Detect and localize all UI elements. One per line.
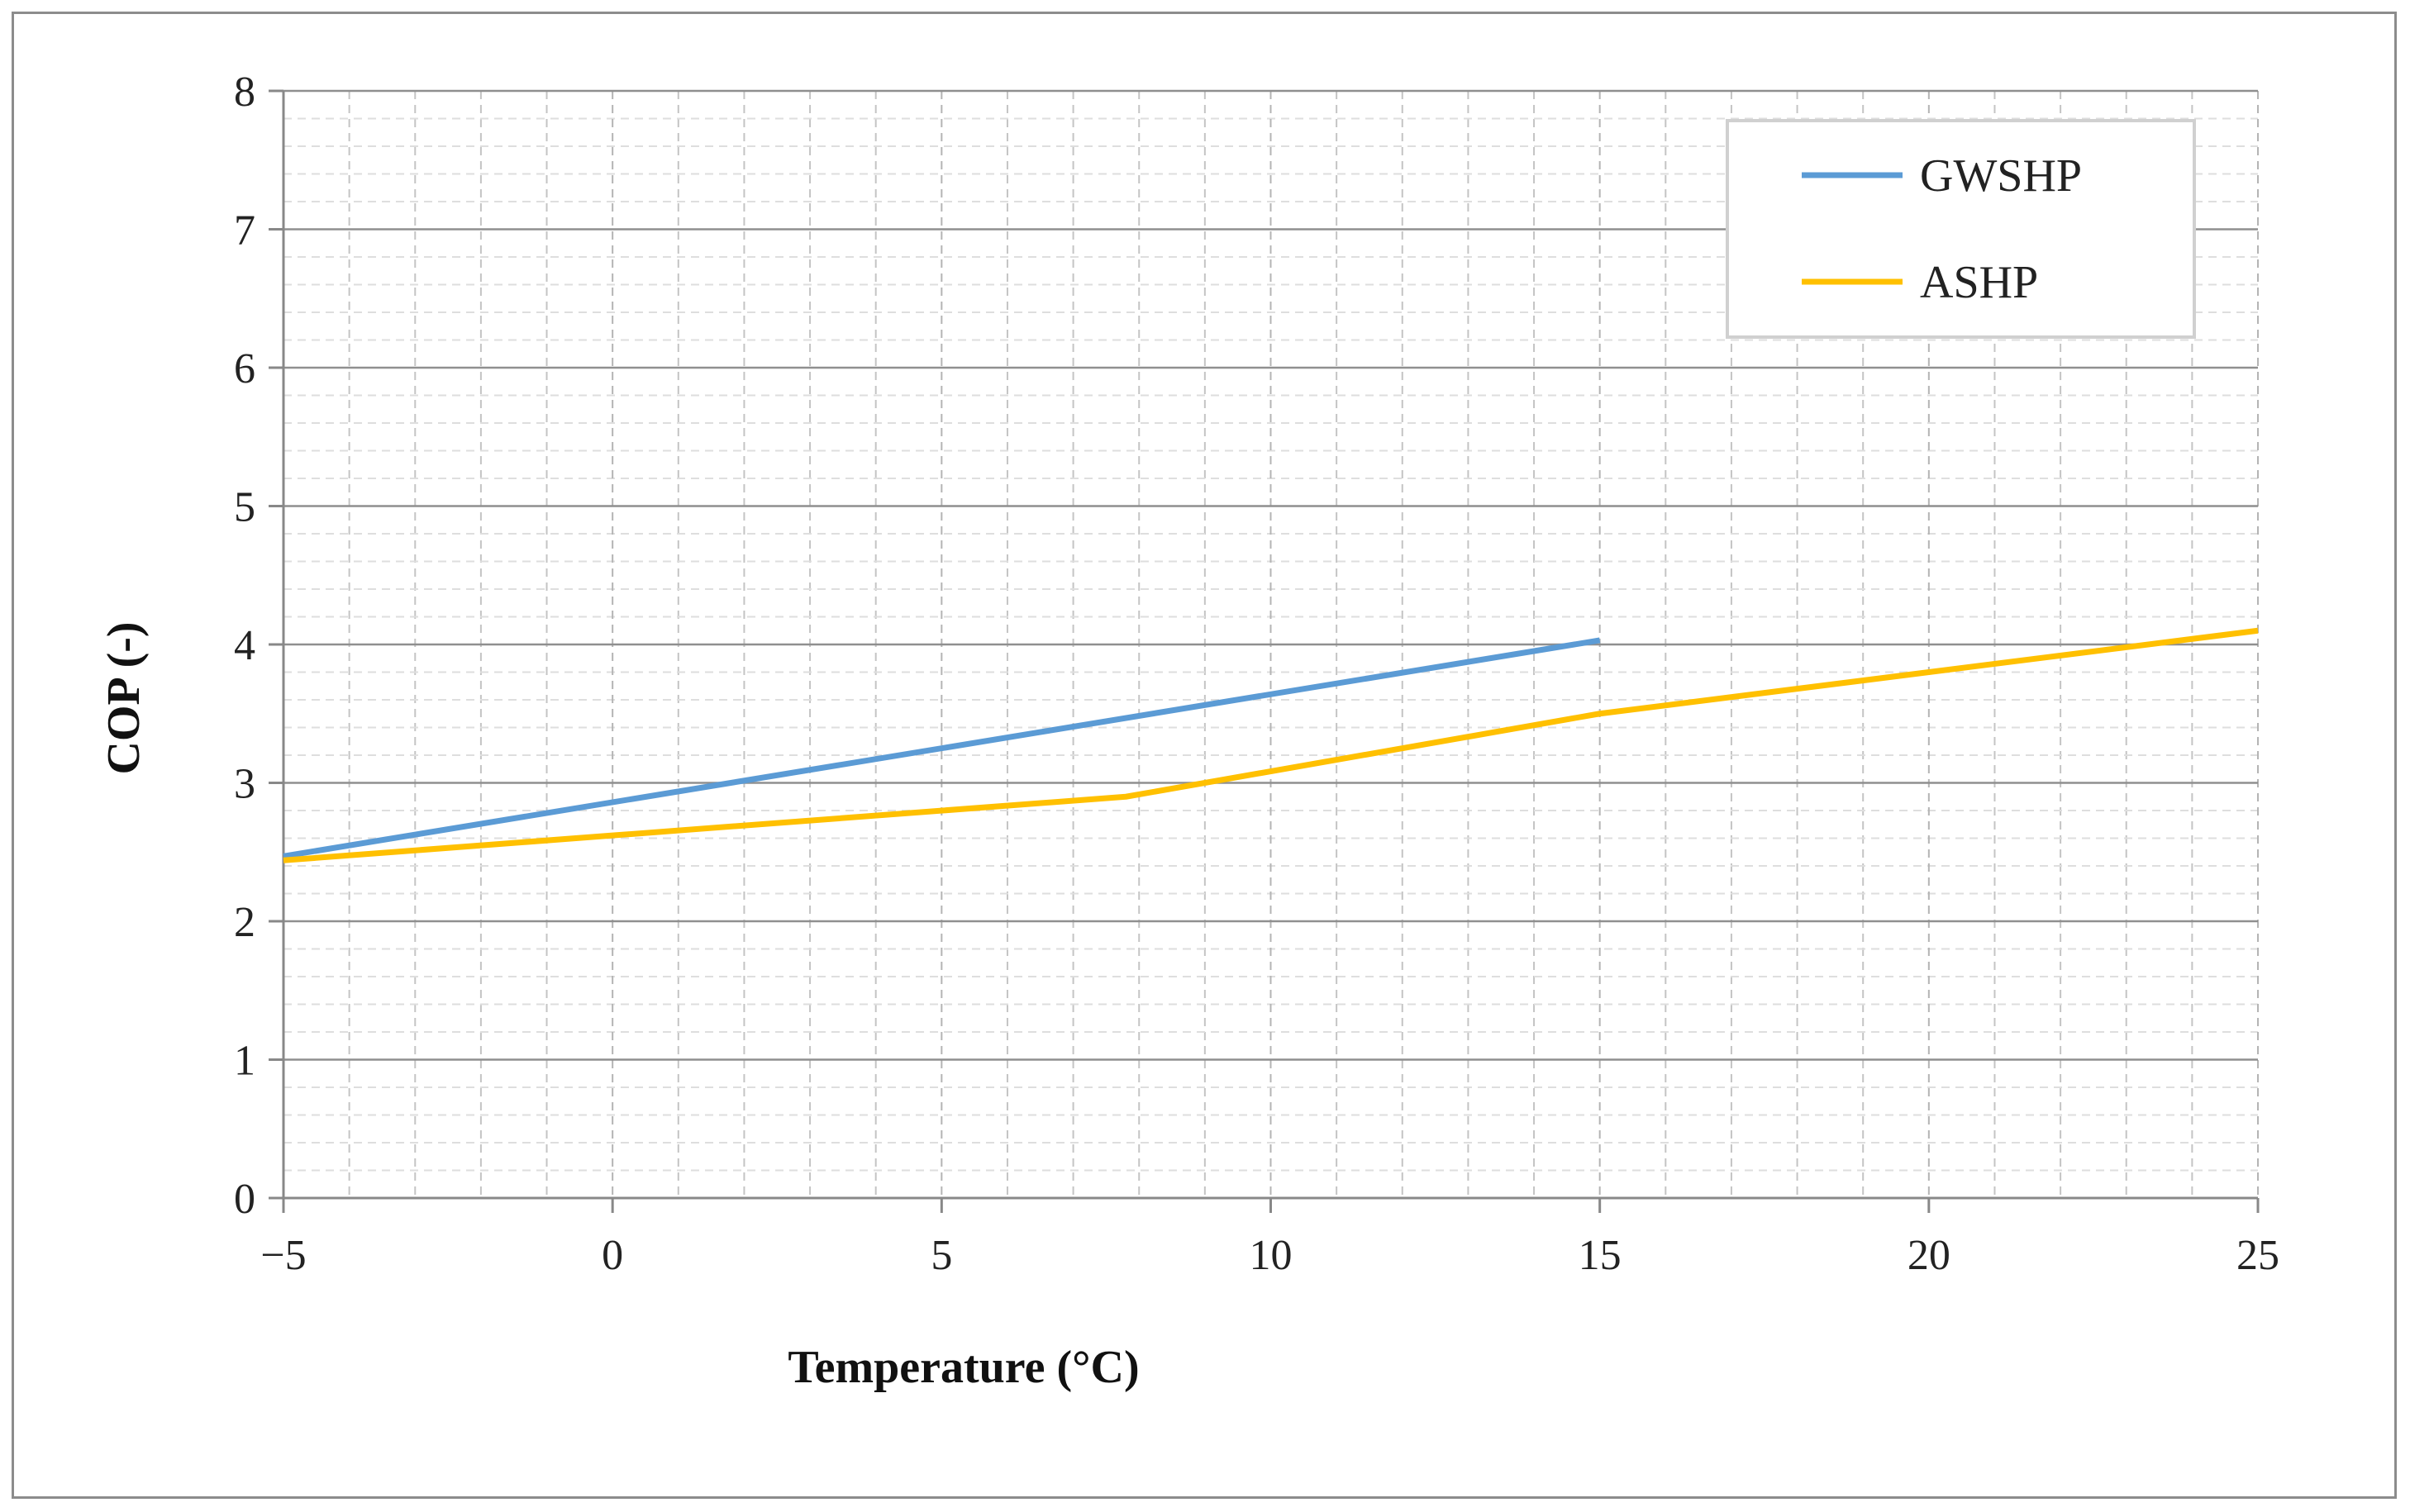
x-tick-label: 0 [602,1232,623,1279]
series-line-gwshp [283,637,1601,859]
y-axis-title: COP (-) [98,621,150,774]
y-tick-label: 8 [234,69,255,116]
y-tick-label: 5 [234,484,255,531]
x-tick-label: 15 [1579,1232,1622,1279]
y-tick-label: 0 [234,1176,255,1223]
x-tick-label: 5 [931,1232,952,1279]
y-tick-label: 4 [234,622,255,669]
x-tick-label: −5 [260,1232,306,1279]
y-tick-label: 7 [234,207,255,254]
x-axis-title: Temperature (°C) [788,1342,1139,1393]
legend-box [1726,119,2196,339]
legend: GWSHP ASHP [1726,119,2196,339]
data-series [283,627,2259,863]
x-tick-label: 20 [1908,1232,1950,1279]
y-tick-label: 3 [234,761,255,808]
axes [269,89,2260,1213]
y-tick-label: 2 [234,899,255,946]
x-tick-label: 10 [1250,1232,1293,1279]
legend-label-gwshp: GWSHP [1920,150,2082,202]
legend-label-ashp: ASHP [1920,257,2038,308]
y-tick-label: 1 [234,1038,255,1085]
x-tick-label: 25 [2236,1232,2279,1279]
y-tick-label: 6 [234,345,255,392]
series-line-ashp [283,627,2259,863]
